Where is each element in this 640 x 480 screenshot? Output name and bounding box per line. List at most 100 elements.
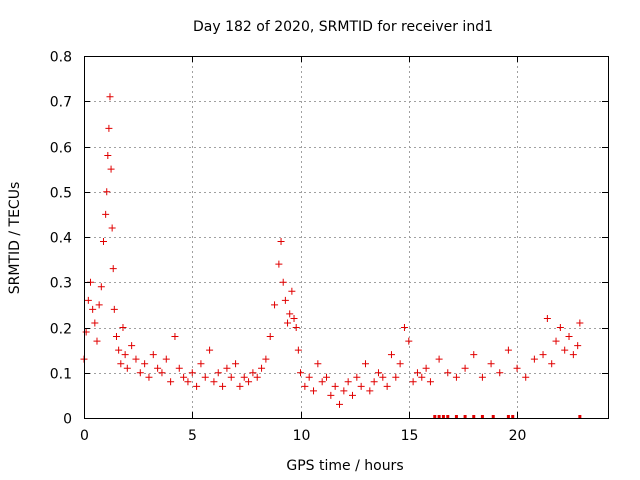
x-tick-label: 0 bbox=[80, 428, 89, 444]
data-point-zero bbox=[446, 415, 450, 418]
data-point-zero bbox=[433, 415, 437, 418]
data-point bbox=[103, 188, 111, 196]
data-point bbox=[405, 337, 413, 345]
data-point bbox=[93, 337, 101, 345]
data-point bbox=[366, 387, 374, 395]
data-point bbox=[576, 319, 584, 327]
data-point bbox=[227, 373, 235, 381]
data-point bbox=[102, 210, 110, 218]
data-point-zero bbox=[578, 415, 582, 418]
data-point bbox=[132, 355, 140, 363]
y-tick-label: 0.8 bbox=[50, 50, 72, 66]
data-point bbox=[383, 382, 391, 390]
x-tick-labels: 0 5 10 15 20 bbox=[80, 428, 526, 444]
x-tick-label: 10 bbox=[293, 428, 311, 444]
y-tick-label: 0.7 bbox=[50, 95, 72, 111]
data-point bbox=[496, 369, 504, 377]
data-point bbox=[422, 364, 430, 372]
data-point bbox=[400, 324, 408, 331]
data-point bbox=[310, 387, 318, 395]
data-point bbox=[284, 319, 292, 327]
data-point bbox=[97, 283, 105, 291]
data-point bbox=[223, 364, 231, 372]
data-point bbox=[277, 238, 285, 246]
data-point bbox=[128, 342, 136, 350]
data-point bbox=[99, 238, 107, 246]
data-point bbox=[193, 382, 201, 390]
data-point bbox=[115, 346, 123, 354]
y-tick-label: 0 bbox=[63, 412, 72, 428]
data-point bbox=[318, 378, 326, 386]
data-point bbox=[104, 152, 112, 160]
data-point bbox=[470, 351, 478, 359]
y-tick-labels: 0 0.1 0.2 0.3 0.4 0.5 0.6 0.7 0.8 bbox=[50, 50, 72, 428]
x-tick-label: 20 bbox=[509, 428, 527, 444]
data-point bbox=[158, 369, 166, 377]
data-point bbox=[167, 378, 175, 386]
data-point bbox=[387, 351, 395, 359]
data-point bbox=[323, 373, 331, 381]
data-point bbox=[162, 355, 170, 363]
data-point bbox=[253, 373, 261, 381]
data-point bbox=[522, 373, 530, 381]
data-point bbox=[361, 360, 369, 368]
data-point-zero bbox=[480, 415, 484, 418]
data-point bbox=[84, 296, 92, 304]
data-point bbox=[413, 369, 421, 377]
y-tick-label: 0.3 bbox=[50, 276, 72, 292]
y-tick-label: 0.1 bbox=[50, 367, 72, 383]
x-tick-label: 15 bbox=[401, 428, 419, 444]
x-axis-label: GPS time / hours bbox=[286, 458, 403, 474]
data-point bbox=[478, 373, 486, 381]
data-point bbox=[206, 346, 214, 354]
data-point bbox=[543, 314, 551, 322]
data-point bbox=[548, 360, 556, 368]
data-point bbox=[561, 346, 569, 354]
data-point bbox=[201, 373, 209, 381]
data-point-zero bbox=[506, 415, 510, 418]
data-point bbox=[214, 369, 222, 377]
data-point bbox=[82, 328, 90, 336]
data-point bbox=[353, 373, 361, 381]
data-point bbox=[552, 337, 560, 345]
data-point bbox=[379, 373, 387, 381]
data-point bbox=[301, 382, 309, 390]
data-point bbox=[110, 305, 118, 313]
data-point-zero bbox=[441, 415, 445, 418]
grid bbox=[84, 56, 608, 418]
y-axis-label: SRMTID / TECUs bbox=[7, 182, 23, 295]
data-point bbox=[95, 301, 103, 309]
data-point-zero bbox=[511, 415, 515, 418]
data-point bbox=[121, 351, 129, 359]
data-point bbox=[236, 382, 244, 390]
data-point bbox=[530, 355, 538, 363]
y-tick-label: 0.6 bbox=[50, 141, 72, 157]
data-point bbox=[487, 360, 495, 368]
data-point bbox=[279, 278, 287, 286]
data-point bbox=[565, 333, 573, 341]
y-tick-label: 0.5 bbox=[50, 186, 72, 202]
data-point-zero bbox=[437, 415, 441, 418]
data-point bbox=[292, 324, 300, 331]
data-point-zero bbox=[463, 415, 467, 418]
data-point bbox=[504, 346, 512, 354]
data-point bbox=[569, 351, 577, 359]
chart-title: Day 182 of 2020, SRMTID for receiver ind… bbox=[193, 19, 493, 35]
data-point bbox=[180, 373, 188, 381]
data-point bbox=[271, 301, 279, 309]
data-point bbox=[262, 355, 270, 363]
data-point-zero bbox=[454, 415, 458, 418]
data-point bbox=[574, 342, 582, 350]
data-point bbox=[106, 93, 114, 101]
data-point bbox=[108, 224, 116, 232]
data-point bbox=[107, 165, 115, 173]
data-point bbox=[426, 378, 434, 386]
data-point bbox=[539, 351, 547, 359]
data-point bbox=[392, 373, 400, 381]
data-point bbox=[435, 355, 443, 363]
y-tick-label: 0.4 bbox=[50, 231, 72, 247]
data-point bbox=[409, 378, 417, 386]
data-point bbox=[275, 260, 283, 268]
data-point bbox=[396, 360, 404, 368]
